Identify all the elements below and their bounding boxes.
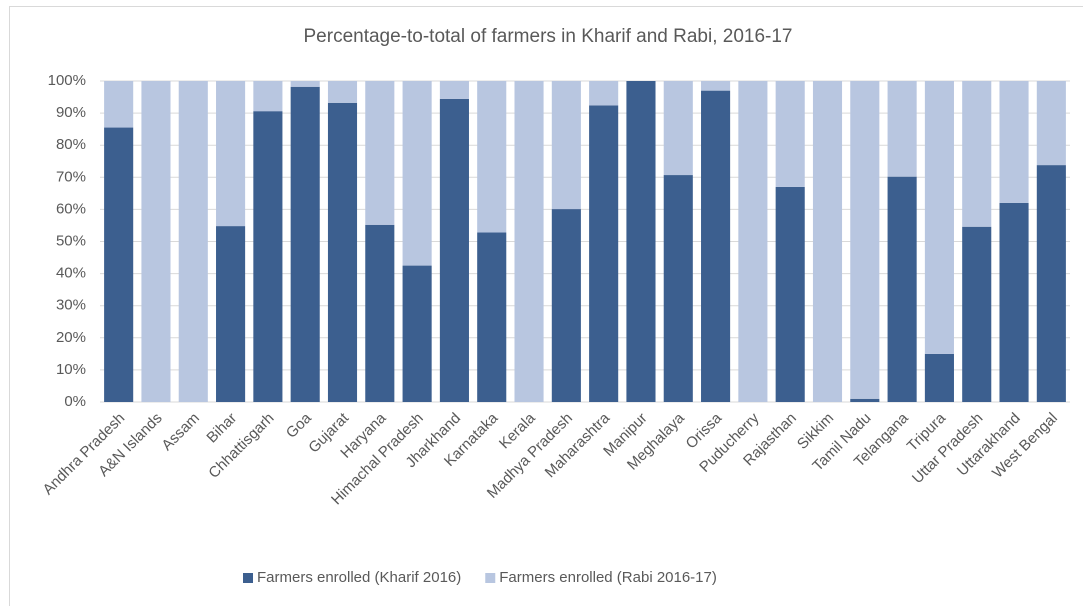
y-tick-label: 40% (56, 265, 86, 282)
legend-label: Farmers enrolled (Kharif 2016) (257, 569, 461, 586)
bar (514, 81, 544, 402)
bar (439, 81, 469, 99)
bar (402, 265, 432, 402)
bar (477, 81, 507, 233)
bar (626, 81, 656, 402)
y-tick-label: 30% (56, 297, 86, 314)
bar (924, 81, 954, 354)
bar (589, 81, 619, 106)
bar (327, 81, 358, 103)
bar (962, 81, 992, 227)
bar (178, 81, 208, 402)
bar (216, 81, 246, 227)
bar (924, 353, 954, 402)
y-tick-label: 100% (48, 72, 86, 89)
y-tick-label: 60% (56, 200, 86, 217)
bar (775, 186, 805, 402)
bar (738, 81, 768, 402)
bar (887, 176, 917, 402)
bar (850, 81, 880, 399)
chart-title: Percentage-to-total of farmers in Kharif… (304, 26, 793, 47)
x-tick-label: Assam (158, 410, 202, 454)
bar (999, 202, 1029, 402)
bar (253, 81, 283, 112)
bar (402, 81, 432, 266)
bar (253, 111, 283, 402)
bar (775, 81, 805, 187)
bar (365, 81, 395, 225)
y-tick-label: 80% (56, 136, 86, 153)
y-tick-label: 20% (56, 329, 86, 346)
bar (216, 226, 246, 402)
bar (290, 86, 320, 402)
bar (439, 98, 469, 402)
bar (365, 224, 395, 402)
y-tick-label: 10% (56, 361, 86, 378)
bar (850, 398, 880, 402)
bar (104, 81, 134, 128)
bar (663, 175, 693, 402)
bar (290, 81, 320, 87)
bar (1036, 165, 1066, 402)
bar (962, 226, 992, 402)
bar (701, 81, 731, 91)
y-tick-label: 90% (56, 104, 86, 121)
bar (104, 127, 134, 403)
chart-border (9, 6, 1083, 606)
y-tick-label: 50% (56, 232, 86, 249)
legend-swatch (485, 573, 496, 583)
bar (141, 81, 171, 402)
bar (663, 81, 693, 176)
bar (551, 81, 581, 210)
bar (1036, 81, 1066, 166)
bar (701, 90, 731, 402)
legend-label: Farmers enrolled (Rabi 2016-17) (499, 569, 717, 586)
y-tick-label: 70% (56, 168, 86, 185)
bar (589, 105, 619, 402)
bar (551, 209, 581, 402)
bar (477, 232, 507, 402)
bar (999, 81, 1029, 203)
x-tick-label: Goa (283, 409, 316, 442)
bar (887, 81, 917, 177)
bar (812, 81, 843, 402)
bar (327, 102, 358, 402)
y-tick-label: 0% (64, 393, 86, 410)
legend-swatch (243, 573, 253, 583)
